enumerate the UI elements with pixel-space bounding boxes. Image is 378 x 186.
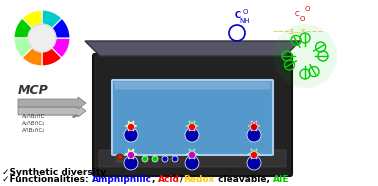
Polygon shape [248, 121, 260, 131]
Text: AIE: AIE [273, 175, 289, 184]
Text: C: C [295, 11, 300, 17]
Wedge shape [14, 38, 32, 58]
Circle shape [189, 152, 195, 158]
Circle shape [247, 156, 261, 170]
Circle shape [251, 152, 257, 158]
Text: C: C [235, 11, 241, 20]
FancyBboxPatch shape [99, 150, 286, 167]
Text: O: O [305, 6, 310, 12]
FancyArrow shape [18, 105, 86, 117]
Circle shape [251, 124, 257, 131]
Circle shape [115, 154, 125, 164]
Wedge shape [52, 38, 70, 58]
Text: Amphiphilic: Amphiphilic [92, 175, 152, 184]
Text: cleavable,: cleavable, [215, 175, 273, 184]
Wedge shape [14, 18, 32, 38]
Circle shape [185, 128, 199, 142]
Circle shape [247, 128, 261, 142]
Circle shape [185, 156, 199, 170]
Polygon shape [125, 121, 137, 131]
Text: ✓Functionalities:: ✓Functionalities: [2, 175, 92, 184]
Circle shape [152, 156, 158, 162]
Circle shape [127, 124, 135, 131]
Text: A∩B₂∩C₂: A∩B₂∩C₂ [22, 128, 45, 133]
Circle shape [28, 24, 56, 52]
Wedge shape [52, 18, 70, 38]
Text: NH: NH [239, 18, 249, 24]
Circle shape [162, 156, 168, 162]
Wedge shape [22, 48, 42, 66]
Circle shape [124, 128, 138, 142]
Circle shape [124, 156, 138, 170]
Polygon shape [186, 149, 198, 159]
Circle shape [273, 24, 337, 88]
Polygon shape [186, 121, 198, 131]
Circle shape [118, 155, 122, 160]
Wedge shape [42, 10, 62, 28]
Text: ✓Synthetic diversity: ✓Synthetic diversity [2, 168, 106, 177]
Circle shape [142, 156, 148, 162]
Text: O: O [243, 9, 248, 15]
Circle shape [189, 124, 195, 131]
Text: A₂∩B₂∩C: A₂∩B₂∩C [22, 114, 45, 119]
Polygon shape [85, 41, 300, 56]
Text: A₂∩B∩C₂: A₂∩B∩C₂ [22, 121, 45, 126]
FancyArrow shape [18, 97, 86, 109]
Text: /: / [180, 175, 183, 184]
Text: ,: , [152, 175, 158, 184]
Text: Acid: Acid [158, 175, 180, 184]
Polygon shape [248, 149, 260, 159]
Polygon shape [125, 149, 137, 159]
FancyBboxPatch shape [93, 54, 292, 176]
Wedge shape [22, 10, 42, 28]
FancyBboxPatch shape [112, 80, 273, 155]
Text: ~~~S—S~~~: ~~~S—S~~~ [272, 29, 323, 35]
Wedge shape [42, 48, 62, 66]
FancyBboxPatch shape [115, 81, 271, 89]
Circle shape [172, 156, 178, 162]
Text: Redox: Redox [183, 175, 215, 184]
Text: MCP: MCP [18, 84, 49, 97]
Text: O: O [300, 16, 305, 22]
Circle shape [127, 152, 135, 158]
